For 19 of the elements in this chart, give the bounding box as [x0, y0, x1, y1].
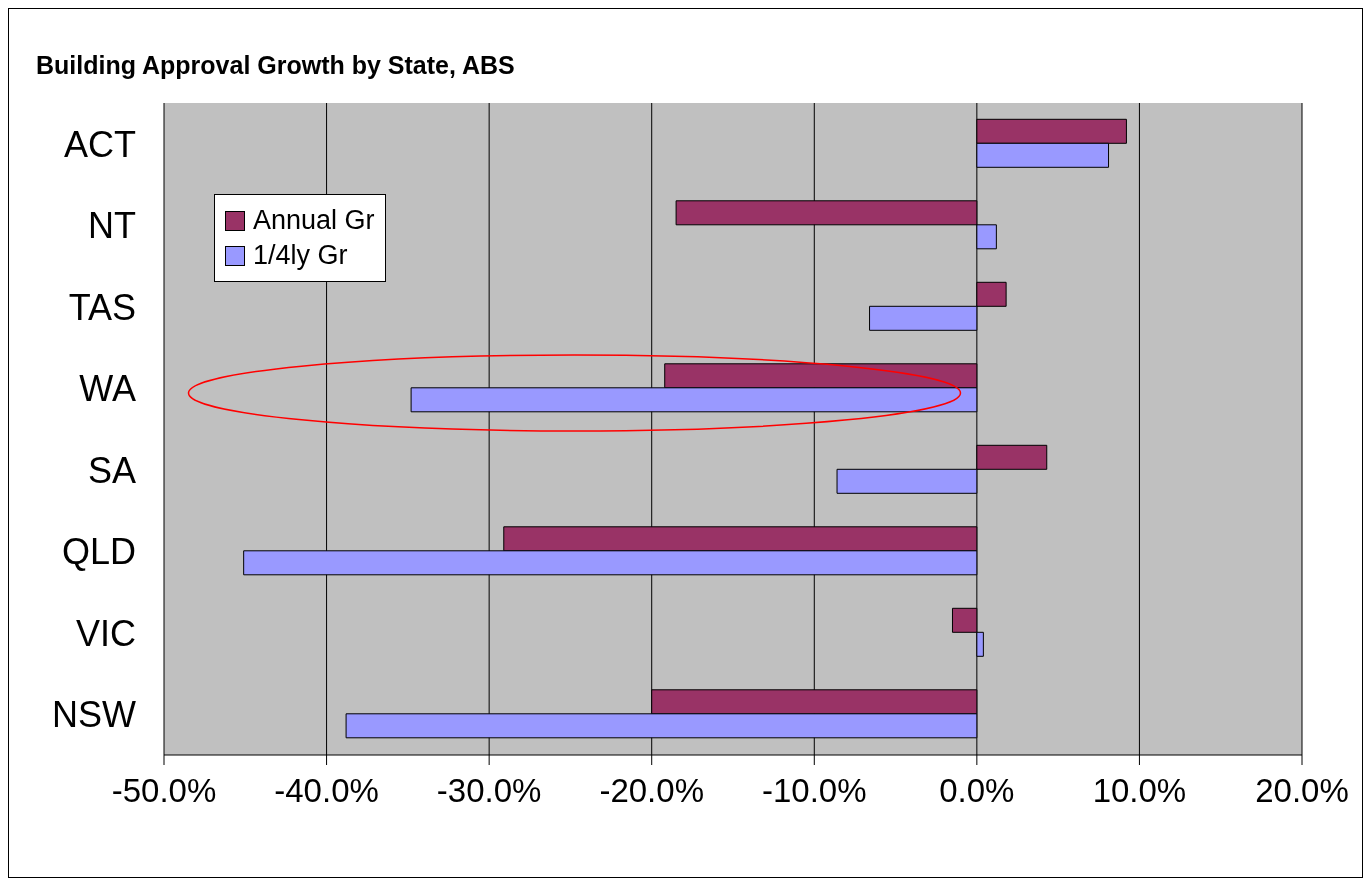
x-tick-label: -10.0% [762, 772, 867, 810]
y-tick-label: SA [87, 449, 136, 491]
x-tick-label: -40.0% [274, 772, 379, 810]
x-tick-label: -30.0% [436, 772, 542, 810]
y-tick-label: VIC [75, 612, 136, 654]
y-tick-label: NT [88, 205, 136, 247]
y-tick-label: NSW [52, 694, 137, 736]
x-tick-label: 20.0% [1255, 772, 1349, 810]
x-tick-label: -20.0% [599, 772, 704, 810]
chart-title: Building Approval Growth by State, ABS [36, 51, 515, 80]
x-tick-label: 0.0% [939, 772, 1015, 810]
x-tick-label: -50.0% [111, 772, 217, 810]
legend-label: 1/4ly Gr [253, 240, 348, 271]
legend-label: Annual Gr [253, 205, 375, 236]
y-tick-label: TAS [68, 286, 136, 328]
y-tick-label: ACT [64, 123, 137, 165]
y-tick-label: WA [79, 368, 136, 410]
y-tick-label: QLD [61, 531, 136, 573]
x-tick-label: 10.0% [1092, 772, 1187, 810]
